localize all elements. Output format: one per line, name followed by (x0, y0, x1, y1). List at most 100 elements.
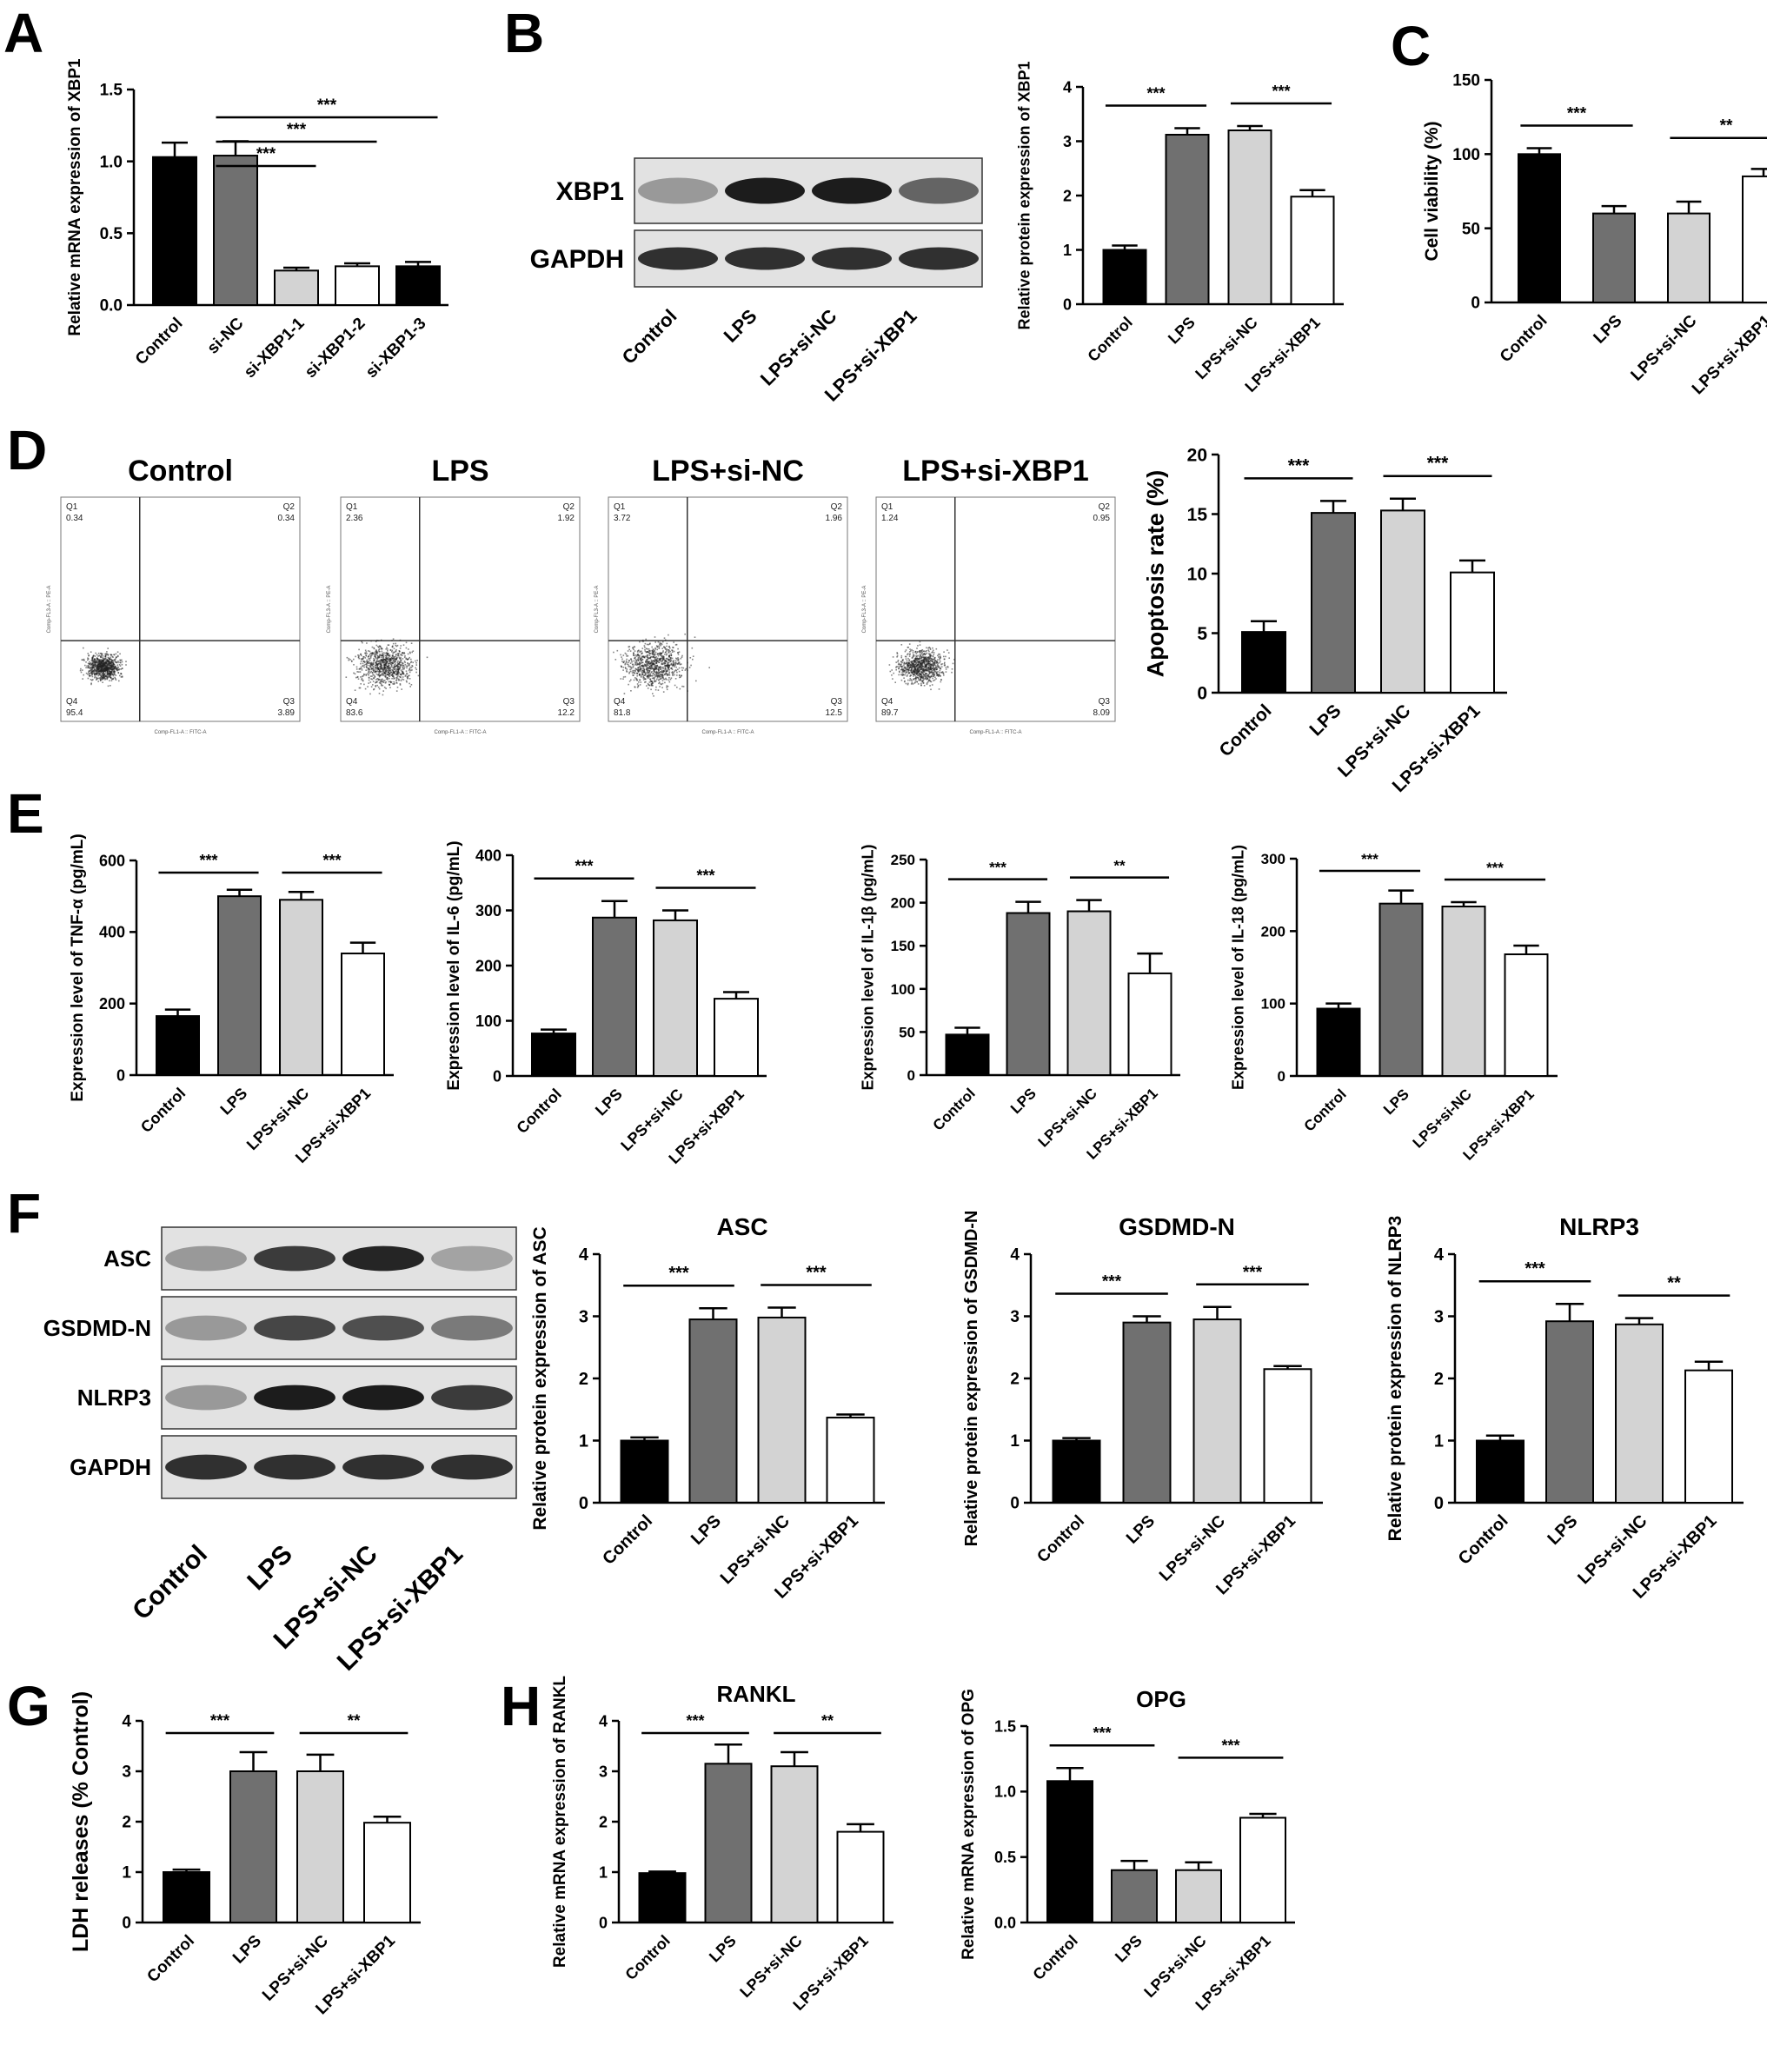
significance-label: *** (1221, 1737, 1239, 1754)
quadrant-name: Q2 (831, 502, 843, 512)
category-label-control: Control (1301, 1086, 1350, 1134)
y-tick-label: 100 (1452, 146, 1480, 164)
significance-label: ** (1720, 117, 1733, 136)
flow-events (613, 633, 710, 697)
y-axis-label: Cell viability (%) (1422, 121, 1442, 261)
bar-control (638, 1872, 687, 1923)
chart-e4: 0 100 200 300 Expression level of IL-18 (pg/… (1229, 845, 1558, 1164)
bar-lps (1006, 912, 1051, 1077)
category-label-lps-si-nc: LPS+si-NC (259, 1931, 332, 2004)
bar-control (1316, 1007, 1361, 1077)
quadrant-name: Q4 (66, 697, 78, 707)
y-tick-label: 100 (891, 981, 915, 998)
y-tick-label: 50 (899, 1024, 915, 1040)
significance-label: *** (210, 1712, 230, 1730)
bar-control (945, 1033, 990, 1076)
y-tick-label: 100 (1261, 996, 1285, 1013)
bar-lps-si-xbp1 (1263, 1368, 1312, 1504)
y-tick-label: 4 (579, 1245, 589, 1265)
quadrant-value: 12.2 (558, 708, 575, 718)
bar-charts: 0.0 0.5 1.0 1.5 Relative mRNA expression of … (66, 58, 1767, 2018)
quadrant-value: 0.34 (278, 514, 296, 523)
flow-cytometry-plots: ControlQ10.34Q20.34Q495.4Q33.89Comp-FL1-… (47, 455, 1116, 735)
y-tick-label: 0 (599, 1914, 608, 1931)
y-tick-label: 20 (1187, 445, 1207, 465)
significance-label: *** (199, 852, 217, 869)
y-tick-label: 1 (579, 1432, 588, 1451)
significance-label: *** (287, 121, 307, 139)
y-tick-label: 0 (1063, 296, 1072, 313)
y-axis-label: Relative protein expression of ASC (530, 1226, 550, 1530)
bar-lps-si-xbp1 (1504, 953, 1549, 1077)
y-tick-label: 3 (599, 1763, 608, 1780)
y-axis-label: Expression level of IL-18 (pg/mL) (1229, 845, 1246, 1090)
chart-title: NLRP3 (1559, 1213, 1639, 1240)
chart-f2: GSDMD-N 0 1 2 3 4 Relative protein expression … (962, 1211, 1323, 1598)
y-tick-label: 2 (599, 1813, 608, 1830)
y-axis-label: Relative protein expression of NLRP3 (1385, 1216, 1405, 1542)
significance-label: ** (348, 1712, 361, 1730)
chart-h2: OPG 0.0 0.5 1.0 1.5 Relative mRNA expression … (960, 1686, 1295, 2014)
y-tick-label: 3 (122, 1763, 131, 1782)
bar-control (620, 1439, 669, 1504)
chart-e2: 0 100 200 300 400 Expression level of IL-6 (p… (445, 840, 767, 1167)
category-label-control: Control (513, 1086, 564, 1137)
category-label-si-xbp1-2: si-XBP1-2 (302, 315, 369, 382)
category-label-lps: LPS (1007, 1085, 1040, 1117)
quadrant-value: 1.24 (881, 514, 899, 523)
bar-control (531, 1033, 576, 1077)
significance-label: *** (256, 145, 276, 163)
blot-strip-asc (161, 1226, 517, 1291)
significance-label: *** (1146, 85, 1165, 103)
category-label-control: Control (599, 1511, 656, 1569)
blot-band (899, 177, 979, 204)
category-label-lps: LPS (592, 1086, 626, 1119)
flow-events (888, 641, 955, 691)
blot-band (254, 1385, 335, 1411)
bar-lps-si-xbp1 (1450, 571, 1495, 694)
blot-band (254, 1245, 335, 1272)
blot-band (431, 1454, 513, 1480)
y-tick-label: 1 (122, 1864, 131, 1883)
bar-lps-si-nc (757, 1316, 807, 1504)
quadrant-name: Q1 (66, 502, 78, 512)
flow-title: LPS (431, 455, 488, 488)
significance-label: *** (989, 860, 1006, 876)
blot-band (899, 247, 979, 270)
flow-x-label: Comp-FL1-A :: FITC-A (154, 730, 206, 735)
blot-band (638, 247, 718, 270)
y-tick-label: 50 (1462, 220, 1480, 238)
quadrant-value: 89.7 (881, 708, 899, 718)
bar-lps (1165, 134, 1210, 305)
chart-f3: NLRP3 0 1 2 3 4 Relative protein expression of… (1385, 1213, 1744, 1603)
y-tick-label: 2 (579, 1370, 588, 1389)
category-label-lps-si-nc: LPS+si-NC (1156, 1511, 1229, 1584)
quadrant-value: 3.89 (278, 708, 296, 718)
significance-label: *** (1272, 83, 1290, 100)
y-axis-label: Apoptosis rate (%) (1143, 470, 1169, 678)
blot-band (342, 1385, 424, 1411)
bar-lps-si-xbp1 (363, 1822, 411, 1923)
category-label-lps-si-xbp1: LPS+si-XBP1 (1689, 311, 1767, 398)
bar-lps-si-nc (1066, 910, 1112, 1077)
y-tick-label: 0 (493, 1067, 502, 1085)
category-label-control: Control (1215, 701, 1275, 760)
blot-row-label-xbp1: XBP1 (556, 177, 624, 206)
significance-label: *** (696, 867, 714, 885)
y-tick-label: 2 (1010, 1371, 1020, 1389)
y-axis-label: LDH releases (% Control) (69, 1691, 93, 1952)
category-label-lps-si-nc: LPS+si-NC (736, 1932, 806, 2002)
y-tick-label: 0 (116, 1066, 125, 1084)
bar-si-xbp1-3 (395, 265, 441, 306)
category-label-si-xbp1-1: si-XBP1-1 (241, 314, 309, 382)
bar-lps-si-xbp1 (826, 1417, 875, 1504)
bar-lps-si-xbp1 (341, 953, 385, 1076)
panel-letter-b: B (504, 2, 544, 64)
significance-label: *** (322, 852, 341, 869)
y-tick-label: 4 (1063, 78, 1072, 96)
bar-lps-si-nc (296, 1770, 344, 1923)
y-tick-label: 150 (1452, 72, 1480, 90)
panel-letter-g: G (7, 1675, 50, 1737)
quadrant-name: Q2 (563, 502, 575, 512)
